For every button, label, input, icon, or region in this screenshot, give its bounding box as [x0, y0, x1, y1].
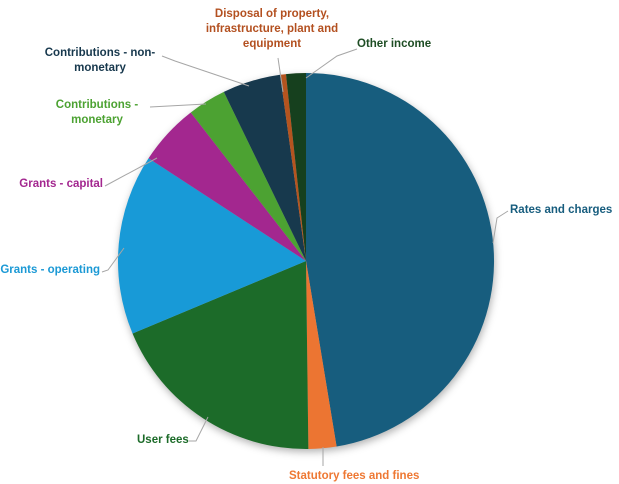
pie-slice-other-income[interactable] [285, 73, 306, 261]
pie-slice-grants-capital[interactable] [148, 112, 306, 261]
pie-slice-user-fees[interactable] [132, 261, 309, 450]
leader-line-grants-operating [101, 247, 125, 273]
slice-label-rates-and-charges: Rates and charges [510, 204, 613, 216]
leader-line-contributions-non-monetary [161, 55, 250, 87]
slice-label-grants-operating: Grants - operating [0, 264, 100, 276]
pie-slice-rates-and-charges[interactable] [306, 73, 495, 447]
pie-slice-contributions-non-monetary[interactable] [223, 74, 306, 261]
leader-line-grants-capital [104, 157, 158, 187]
leader-line-disposal-of-property [277, 57, 284, 93]
slice-label-contributions-monetary: Contributions - monetary [55, 99, 139, 126]
pie-slice-contributions-monetary[interactable] [190, 91, 306, 261]
slice-label-disposal-of-property: Disposal of property, infrastructure, pl… [205, 8, 339, 50]
pie-slice-statutory-fees-and-fines[interactable] [306, 261, 337, 449]
leader-line-rates-and-charges [492, 210, 509, 244]
leader-lines [101, 48, 509, 466]
pie-slice-disposal-of-property-infrastructure-plant-and-equipment[interactable] [280, 74, 306, 261]
slice-label-contributions-non-monetary: Contributions - non-monetary [44, 47, 156, 74]
leader-line-contributions-monetary [149, 103, 207, 108]
slice-label-grants-capital: Grants - capital [19, 178, 103, 190]
slice-label-other-income: Other income [357, 38, 432, 50]
leader-line-other-income [305, 48, 358, 79]
leader-line-user-fees [189, 416, 209, 442]
pie-slices [118, 73, 495, 450]
slice-label-statutory-fees-and-fines: Statutory fees and fines [289, 470, 420, 482]
slice-label-user-fees: User fees [137, 434, 189, 446]
pie-slice-grants-operating[interactable] [118, 158, 306, 334]
